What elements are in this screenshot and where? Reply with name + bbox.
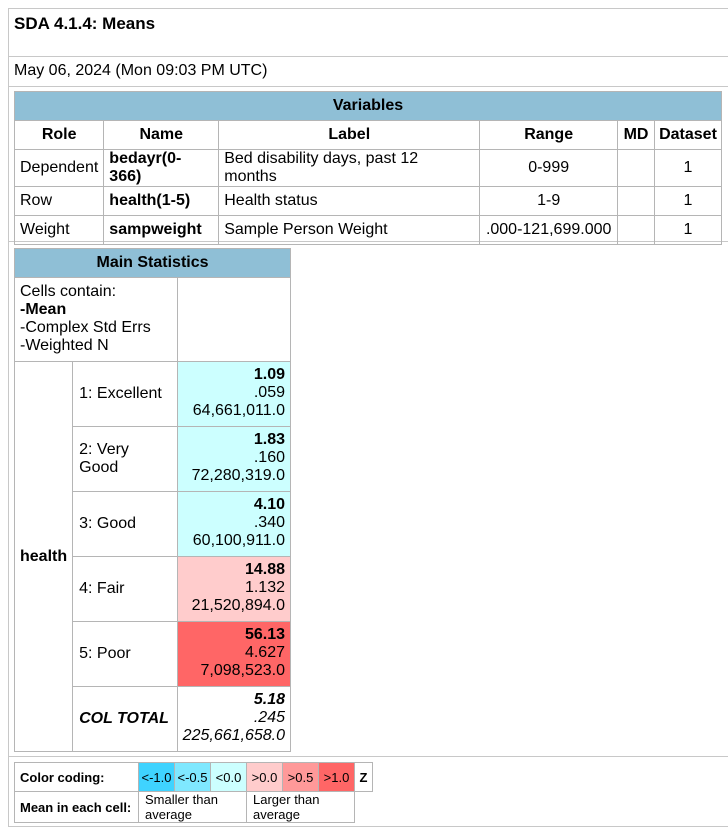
col-role: Role — [13, 120, 105, 150]
swatch-z-lt-neg05: <-0.5 — [174, 762, 211, 792]
swatch-z-gt-0: >0.0 — [246, 762, 283, 792]
cell-std-err: .059 — [253, 384, 285, 401]
cell-std-err: 4.627 — [244, 644, 285, 661]
variables-header: Variables — [14, 91, 722, 121]
cell-mean: 14.88 — [244, 561, 285, 578]
role-cell: Weight — [13, 215, 105, 245]
table-row: Dependent bedayr(0-366) Bed disability d… — [13, 149, 722, 187]
frame-top-line — [8, 8, 728, 9]
cell-mean: 4.10 — [253, 496, 285, 513]
cell-mean: 1.83 — [253, 431, 285, 448]
mean-in-cell-label: Mean in each cell: — [14, 791, 139, 823]
dataset-cell: 1 — [654, 215, 722, 245]
range-cell: 0-999 — [479, 149, 619, 187]
total-std-err: .245 — [253, 709, 285, 726]
frame-divider-1 — [8, 56, 728, 57]
frame-divider-2 — [8, 86, 728, 87]
role-cell: Row — [13, 186, 105, 216]
variables-table: Variables Role Name Label Range MD Datas… — [13, 91, 722, 245]
row-variable-name: health — [13, 361, 74, 752]
label-cell: Sample Person Weight — [218, 215, 481, 245]
cell-std-err: 1.132 — [244, 579, 285, 596]
col-total-label: COL TOTAL — [72, 686, 178, 752]
larger-than-average: Larger than average — [246, 791, 355, 823]
frame-bottom-line — [8, 826, 728, 827]
row-label: 1: Excellent — [72, 361, 178, 427]
empty-corner-cell — [176, 277, 292, 362]
row-label: 2: Very Good — [72, 426, 178, 492]
cell-weighted-n: 7,098,523.0 — [200, 662, 285, 679]
table-row: Row health(1-5) Health status 1-9 1 — [13, 186, 722, 216]
variables-column-headers: Role Name Label Range MD Dataset — [13, 120, 722, 150]
color-coding-label: Color coding: — [14, 762, 139, 792]
frame-divider-4 — [8, 756, 728, 757]
cell-std-err: .160 — [253, 449, 285, 466]
dataset-cell: 1 — [654, 149, 722, 187]
name-cell: health(1-5) — [103, 186, 220, 216]
cell-std-err: .340 — [253, 514, 285, 531]
col-md: MD — [617, 120, 656, 150]
stat-cell: 4.10 .340 60,100,911.0 — [176, 491, 292, 557]
table-row: COL TOTAL 5.18 .245 225,661,658.0 — [15, 686, 292, 752]
name-cell: sampweight — [103, 215, 220, 245]
cells-contain-stderr: -Complex Std Errs — [20, 319, 151, 336]
swatch-z-lt-neg1: <-1.0 — [138, 762, 175, 792]
col-name: Name — [103, 120, 220, 150]
table-row: health 1: Excellent 1.09 .059 64,661,011… — [13, 361, 292, 752]
cell-weighted-n: 21,520,894.0 — [191, 597, 285, 614]
role-cell: Dependent — [13, 149, 105, 187]
smaller-than-average: Smaller than average — [138, 791, 247, 823]
cells-contain-mean: -Mean — [20, 301, 67, 318]
col-total-cell: 5.18 .245 225,661,658.0 — [176, 686, 292, 752]
stat-cell: 1.09 .059 64,661,011.0 — [176, 361, 292, 427]
row-label: 4: Fair — [72, 556, 178, 622]
col-dataset: Dataset — [654, 120, 722, 150]
swatch-z-gt-1: >1.0 — [318, 762, 355, 792]
md-cell — [617, 149, 656, 187]
cell-weighted-n: 72,280,319.0 — [191, 467, 285, 484]
cells-contain-title: Cells contain: — [20, 283, 117, 300]
cell-mean: 1.09 — [253, 366, 285, 383]
cell-weighted-n: 60,100,911.0 — [192, 532, 285, 549]
range-cell: 1-9 — [479, 186, 619, 216]
label-cell: Health status — [218, 186, 481, 216]
cells-contain-weighted-n: -Weighted N — [20, 337, 109, 354]
color-coding-legend: Color coding: <-1.0 <-0.5 <0.0 >0.0 >0.5… — [14, 762, 373, 823]
z-label: Z — [354, 762, 373, 792]
row-label: 3: Good — [72, 491, 178, 557]
cells-contain-legend: Cells contain: -Mean -Complex Std Errs -… — [14, 277, 178, 362]
md-cell — [617, 186, 656, 216]
table-row: 5: Poor 56.13 4.627 7,098,523.0 — [15, 621, 292, 687]
table-row: Weight sampweight Sample Person Weight .… — [13, 215, 722, 245]
label-cell: Bed disability days, past 12 months — [218, 149, 481, 187]
col-range: Range — [479, 120, 619, 150]
cell-mean: 56.13 — [244, 626, 285, 643]
table-row: 3: Good 4.10 .340 60,100,911.0 — [15, 491, 292, 557]
page-title: SDA 4.1.4: Means — [14, 14, 156, 33]
main-statistics-table: Main Statistics Cells contain: -Mean -Co… — [13, 248, 292, 752]
col-label: Label — [218, 120, 481, 150]
run-date: May 06, 2024 (Mon 09:03 PM UTC) — [14, 62, 268, 79]
range-cell: .000-121,699.000 — [479, 215, 619, 245]
swatch-z-gt-05: >0.5 — [282, 762, 319, 792]
row-label: 5: Poor — [72, 621, 178, 687]
dataset-cell: 1 — [654, 186, 722, 216]
total-mean: 5.18 — [253, 691, 285, 708]
md-cell — [617, 215, 656, 245]
name-cell: bedayr(0-366) — [103, 149, 220, 187]
total-weighted-n: 225,661,658.0 — [182, 727, 285, 744]
stat-cell: 14.88 1.132 21,520,894.0 — [176, 556, 292, 622]
main-statistics-header: Main Statistics — [14, 248, 291, 278]
table-row: 4: Fair 14.88 1.132 21,520,894.0 — [15, 556, 292, 622]
stat-cell: 1.83 .160 72,280,319.0 — [176, 426, 292, 492]
cell-weighted-n: 64,661,011.0 — [192, 402, 285, 419]
swatch-z-lt-0: <0.0 — [210, 762, 247, 792]
stat-cell: 56.13 4.627 7,098,523.0 — [176, 621, 292, 687]
frame-left-line — [8, 8, 9, 827]
